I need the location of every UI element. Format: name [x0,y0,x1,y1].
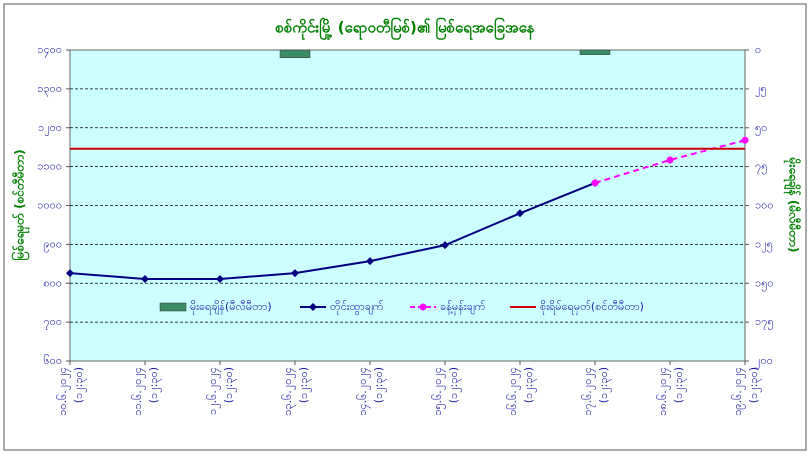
point [516,209,524,218]
y-tick-label: ၁၄၀၀ [37,43,62,58]
point [141,274,149,283]
x-tick-time: (၁၂:၃၀) [447,367,462,403]
x-tick-time: (၁၂:၃၀) [522,367,537,403]
line [594,139,746,184]
point [741,136,749,144]
x-tick-time: (၁၂:၃၀) [222,367,237,403]
legend-label: မိုးရေချိန်(မီလီမီတာ) [190,300,272,315]
x-tick-label: ၁၆.၆.၂၀၂၄ [506,367,521,416]
point [291,269,299,278]
bar [279,49,311,59]
y-tick-label: ၇၀၀ [43,315,62,330]
point [591,179,599,187]
x-tick-time: (၁၂:၃၀) [672,367,687,403]
x-tick-label: ၁၀.၆.၂၀၂၄ [56,367,71,416]
legend-marker [419,303,427,311]
x-tick-time: (၁၂:၃၀) [147,367,162,403]
x-tick-time: (၁၂:၃၀) [372,367,387,403]
x-tick-label: ၁၃.၆.၂၀၂၄ [281,367,296,416]
y-tick-label: ၁၃၀၀ [37,82,62,97]
y2-tick-label: ၁၂၅ [755,237,773,252]
legend-marker [309,303,317,311]
legend-swatch [159,302,187,312]
y-tick-label: ၉၀၀ [43,237,62,252]
x-tick-time: (၁၂:၃၀) [747,367,762,403]
x-tick-label: ၁၂.၆.၂၀၂၄ [206,367,221,415]
point [216,274,224,283]
point [666,156,674,164]
y2-tick-label: ၇၅ [755,160,767,175]
point [66,269,74,278]
y2-tick-label: ၁၇၅ [755,315,774,330]
y2-tick-label: ၅၀ [755,121,767,136]
y-tick-label: ၁၁၀၀ [37,160,62,173]
y-tick-label: ၈၀၀ [43,276,62,289]
x-tick-time: (၁၂:၃၀) [597,367,612,403]
y2-tick-label: ၁၅၀ [755,276,774,291]
x-tick-time: (၁၂:၃၀) [72,367,87,403]
point [366,257,374,266]
y-tick-label: ၆၀၀ [43,354,62,367]
x-tick-label: ၁၁.၆.၂၀၂၄ [131,367,146,416]
y-tick-label: ၁၀၀၀ [37,199,62,212]
legend-label: တိုင်းထွာချက် [330,300,384,315]
y2-tick-label: ၂၀၀ [755,354,773,369]
y2-tick-label: ၁၀၀ [755,199,774,212]
x-tick-label: ၁၈.၆.၂၀၂၄ [656,367,671,416]
y-tick-label: ၁၂၀၀ [38,121,62,136]
x-tick-label: ၁၉.၆.၂၀၂၄ [731,367,746,416]
point [441,241,449,250]
x-tick-time: (၁၂:၃၀) [297,367,312,403]
line [69,182,596,280]
bar [579,49,611,55]
y-axis-title: မြစ်ရေမှတ် (စင်တီမီတာ) [10,149,31,260]
x-tick-label: ၁၅.၆.၂၀၂၄ [431,367,446,416]
x-tick-label: ၁၄.၆.၂၀၂၄ [356,367,371,416]
x-tick-label: ၁၇.၆.၂၀၂၄ [581,367,596,416]
y2-tick-label: ၀ [755,43,761,56]
legend-label: စိုးရိမ်ရေမှတ်(စင်တီမီတာ) [540,300,644,315]
y2-axis-title: မိုးရေချိန် (မီလီမီတာ) [783,157,803,253]
legend-label: ခန့်မှန်းချက် [440,300,486,315]
y2-tick-label: ၂၅ [755,82,767,97]
